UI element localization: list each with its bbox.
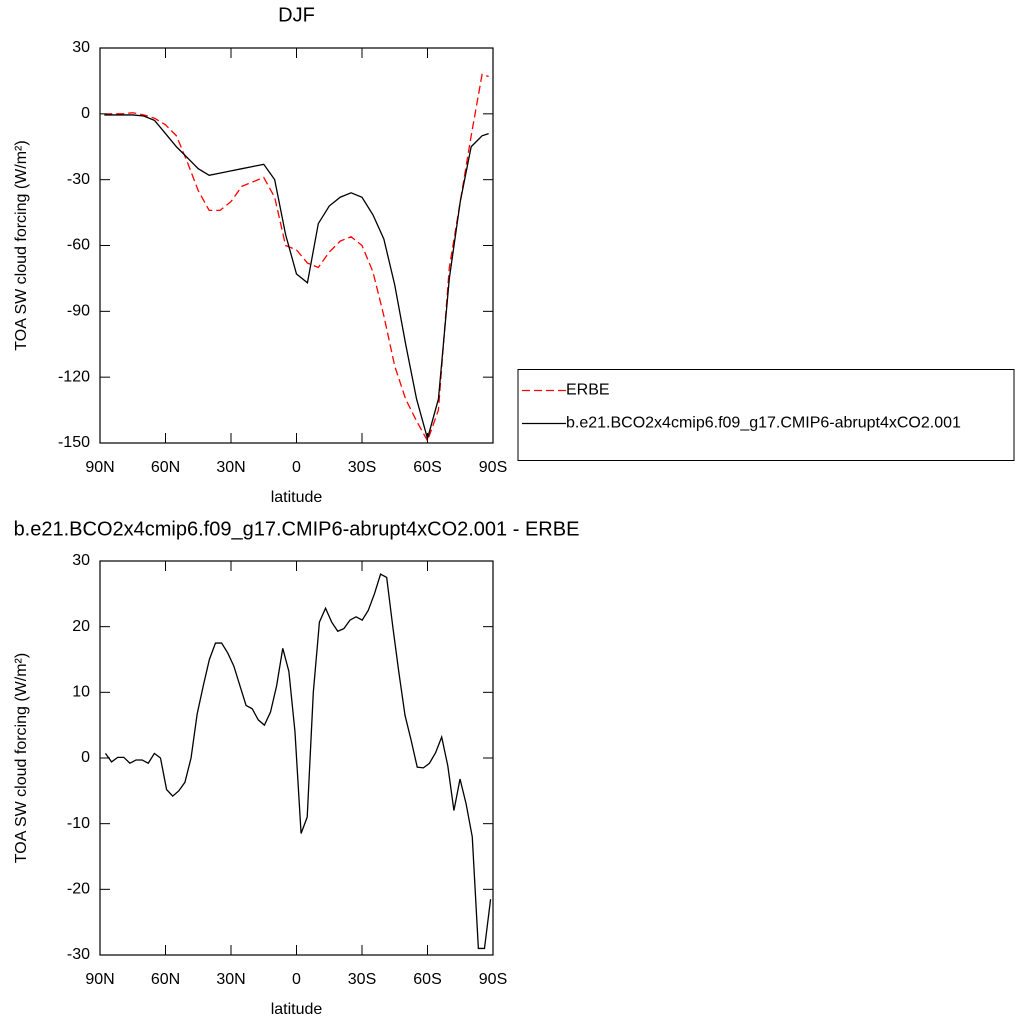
y-tick-label: 0 — [81, 105, 90, 122]
x-tick-label: 30N — [216, 971, 245, 988]
y-tick-label: 20 — [72, 618, 90, 635]
x-tick-label: 30S — [348, 971, 376, 988]
x-tick-label: 60S — [413, 971, 441, 988]
plot-frame — [99, 47, 494, 444]
line-series — [104, 73, 489, 443]
y-tick-label: -120 — [58, 368, 90, 385]
y-tick-label: -30 — [67, 946, 90, 963]
y-tick-label: 30 — [72, 552, 90, 569]
x-tick-label: 60S — [413, 459, 441, 476]
line-series — [104, 573, 492, 950]
legend-label: b.e21.BCO2x4cmip6.f09_g17.CMIP6-abrupt4x… — [566, 415, 961, 432]
line-series — [104, 114, 489, 442]
plot-frame — [99, 560, 494, 956]
x-tick-label: 90S — [479, 459, 507, 476]
y-axis-label: TOA SW cloud forcing (W/m²) — [13, 653, 30, 863]
x-tick-label: 30N — [216, 459, 245, 476]
y-tick-label: -150 — [58, 434, 90, 451]
legend-box — [517, 369, 1015, 461]
x-tick-label: 0 — [292, 459, 301, 476]
y-axis-label: TOA SW cloud forcing (W/m²) — [13, 140, 30, 350]
y-tick-label: -60 — [67, 237, 90, 254]
chart-title: b.e21.BCO2x4cmip6.f09_g17.CMIP6-abrupt4x… — [14, 518, 580, 540]
y-tick-label: 10 — [72, 684, 90, 701]
x-tick-label: 60N — [151, 971, 180, 988]
x-tick-label: 30S — [348, 459, 376, 476]
x-tick-label: 90S — [479, 971, 507, 988]
y-tick-label: -90 — [67, 303, 90, 320]
x-tick-label: 90N — [85, 971, 114, 988]
y-tick-label: 30 — [72, 39, 90, 56]
y-tick-label: -30 — [67, 171, 90, 188]
y-tick-label: -20 — [67, 881, 90, 898]
x-tick-label: 90N — [85, 459, 114, 476]
y-tick-label: 0 — [81, 749, 90, 766]
legend-label: ERBE — [566, 382, 610, 399]
chart-title: DJF — [278, 4, 315, 26]
x-tick-label: 60N — [151, 459, 180, 476]
x-axis-label: latitude — [271, 489, 323, 506]
x-tick-label: 0 — [292, 971, 301, 988]
y-tick-label: -10 — [67, 815, 90, 832]
x-axis-label: latitude — [271, 1001, 323, 1018]
